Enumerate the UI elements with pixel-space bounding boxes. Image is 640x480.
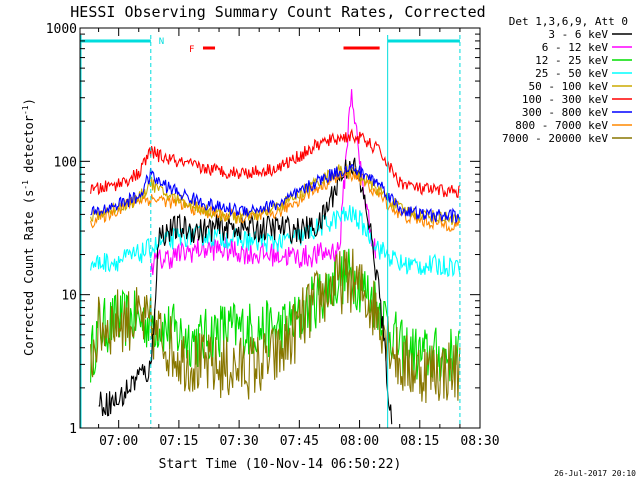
legend-entry-label: 800 - 7000 keV — [515, 119, 608, 132]
x-axis-label: Start Time (10-Nov-14 06:50:22) — [159, 457, 402, 472]
series-line-7000-20000-kev — [90, 248, 461, 404]
legend-entry-label: 100 - 300 keV — [522, 93, 608, 106]
series-layer — [90, 89, 461, 425]
y-axis-label-tail: detector — [22, 115, 36, 180]
y-axis-label-sup1: -1 — [21, 180, 30, 190]
series-line-50-100-kev — [90, 163, 461, 226]
series-line-25-50-kev — [90, 205, 461, 278]
plot-frame — [79, 27, 481, 429]
legend-entry-label: 12 - 25 keV — [535, 54, 608, 67]
legend-entry-label: 7000 - 20000 keV — [502, 132, 608, 145]
x-tick-label: 07:15 — [159, 434, 198, 449]
x-tick-label: 08:15 — [400, 434, 439, 449]
y-axis-label-close: ) — [22, 98, 36, 105]
night-label: N — [159, 37, 164, 47]
legend-entry-label: 6 - 12 keV — [542, 41, 609, 54]
legend-header: Det 1,3,6,9, Att 0 — [509, 15, 628, 28]
x-tick-label: 08:00 — [340, 434, 379, 449]
y-axis-label: Corrected Count Rate (s-1 detector-1) — [21, 98, 36, 356]
y-tick-label: 100 — [54, 155, 77, 170]
y-tick-label: 1 — [69, 422, 77, 437]
series-line-300-800-kev — [90, 163, 461, 224]
axis-layer: 1 10 100 1000 07:00 07:15 07:30 07:45 08:00 08:15… — [46, 22, 500, 449]
chart-title: HESSI Observing Summary Count Rates, Cor… — [70, 3, 485, 21]
x-tick-label: 07:30 — [220, 434, 259, 449]
legend-entry-label: 25 - 50 keV — [535, 67, 608, 80]
x-tick-label: 07:00 — [99, 434, 138, 449]
series-line-800-7000-kev — [90, 169, 461, 232]
legend-entry-label: 50 - 100 keV — [529, 80, 609, 93]
x-tick-label: 07:45 — [280, 434, 319, 449]
series-line-3-6-kev — [98, 157, 393, 425]
y-tick-label: 10 — [61, 289, 77, 304]
y-axis-label-sup2: -1 — [21, 105, 30, 115]
series-line-100-300-kev — [90, 128, 461, 199]
flare-label: F — [189, 45, 194, 55]
legend-entry-label: 300 - 800 keV — [522, 106, 608, 119]
legend-entry-label: 3 - 6 keV — [548, 28, 608, 41]
series-line-6-12-kev — [150, 89, 377, 275]
timestamp: 26-Jul-2017 20:10 — [554, 469, 636, 478]
x-tick-label: 08:30 — [460, 434, 499, 449]
y-tick-label: 1000 — [46, 22, 77, 37]
y-axis-label-main: Corrected Count Rate (s — [22, 190, 36, 356]
